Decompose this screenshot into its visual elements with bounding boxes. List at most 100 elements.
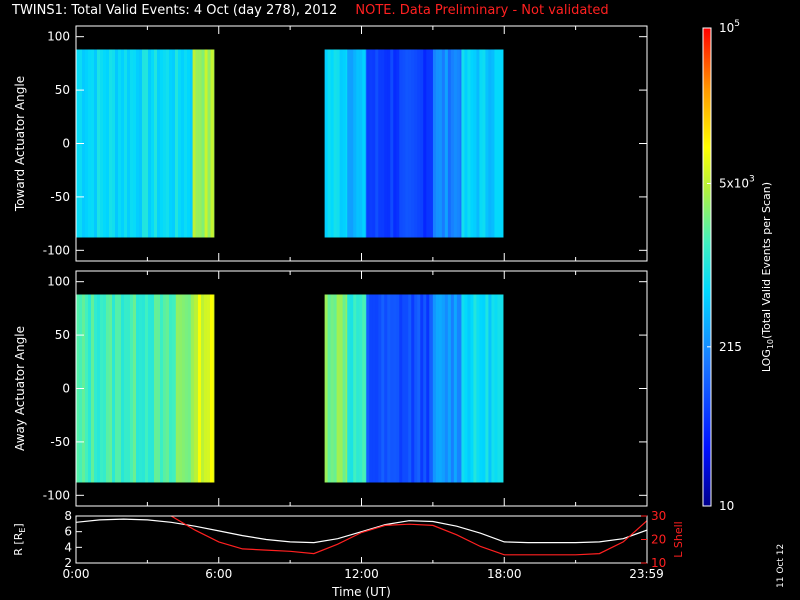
heatmap-cell-away: [408, 294, 412, 483]
heatmap-cell-toward: [91, 49, 95, 238]
colorbar-tick-base: 10: [719, 21, 734, 35]
heatmap-cell-away: [497, 294, 501, 483]
heatmap-cell-toward: [154, 49, 158, 238]
heatmap-cell-toward: [204, 49, 208, 238]
heatmap-cell-away: [393, 294, 397, 483]
heatmap-cell-away: [411, 294, 415, 483]
heatmap-cell-toward: [485, 49, 489, 238]
y-tick-label: -100: [43, 243, 70, 257]
colorbar-tick-base: 5x10: [719, 176, 749, 190]
heatmap-cell-toward: [88, 49, 92, 238]
heatmap-cell-toward: [500, 49, 504, 238]
heatmap-cell-toward: [375, 49, 379, 238]
heatmap-cell-away: [166, 294, 170, 483]
heatmap-cell-toward: [342, 49, 347, 238]
heatmap-cell-away: [366, 294, 370, 483]
colorbar-tick-label: 215: [719, 340, 742, 354]
heatmap-cell-away: [133, 294, 137, 483]
heatmap-cell-away: [375, 294, 379, 483]
heatmap-cell-away: [488, 294, 492, 483]
heatmap-cell-away: [197, 294, 202, 483]
heatmap-cell-toward: [432, 49, 437, 238]
heatmap-cell-away: [163, 294, 167, 483]
y-tick-label: 6: [64, 525, 72, 539]
heatmap-cell-away: [438, 294, 443, 483]
colorbar-tick-exp: 3: [749, 174, 755, 184]
x-tick-label: 18:00: [487, 567, 522, 581]
heatmap-cell-toward: [213, 49, 215, 238]
heatmap-cell-away: [327, 294, 332, 483]
heatmap-cell-away: [200, 294, 205, 483]
colorbar-tick-base: 215: [719, 340, 742, 354]
heatmap-cell-away: [369, 294, 373, 483]
heatmap-cell-away: [444, 294, 449, 483]
heatmap-cell-toward: [396, 49, 400, 238]
y-tick-label: 50: [55, 328, 70, 342]
left-axis-label: R [RE]: [12, 523, 27, 555]
heatmap-cell-toward: [210, 49, 214, 238]
heatmap-cell-toward: [324, 49, 329, 238]
heatmap-cell-toward: [172, 49, 176, 238]
lshell-series-line: [76, 516, 647, 556]
heatmap-cell-toward: [187, 49, 191, 238]
heatmap-cell-toward: [356, 49, 360, 238]
heatmap-cell-toward: [456, 49, 461, 238]
heatmap-cell-away: [151, 294, 155, 483]
heatmap-cell-away: [435, 294, 440, 483]
heatmap-cell-toward: [494, 49, 498, 238]
y-axis-label: Away Actuator Angle: [13, 326, 27, 451]
colorbar-label-end: (Total Valid Events per Scan): [760, 182, 773, 339]
heatmap-cell-away: [387, 294, 391, 483]
generation-date: 11 Oct 12: [776, 543, 786, 588]
heatmap-cell-away: [423, 294, 427, 483]
heatmap-cell-away: [203, 294, 208, 483]
heatmap-cell-away: [121, 294, 125, 483]
heatmap-cell-away: [384, 294, 388, 483]
heatmap-cell-away: [160, 294, 164, 483]
heatmap-cell-toward: [366, 49, 370, 238]
heatmap-cell-away: [142, 294, 146, 483]
heatmap-cell-toward: [106, 49, 110, 238]
heatmap-cell-away: [345, 294, 348, 483]
heatmap-cell-away: [479, 294, 483, 483]
x-tick-label: 23:59: [629, 567, 664, 581]
heatmap-cell-toward: [405, 49, 409, 238]
heatmap-cell-away: [353, 294, 357, 483]
heatmap-cell-toward: [103, 49, 107, 238]
heatmap-cell-toward: [339, 49, 344, 238]
heatmap-cell-toward: [178, 49, 182, 238]
heatmap-cell-away: [396, 294, 400, 483]
heatmap-cell-toward: [420, 49, 424, 238]
heatmap-cell-away: [476, 294, 480, 483]
heatmap-cell-away: [453, 294, 458, 483]
heatmap-cell-toward: [145, 49, 149, 238]
heatmap-cell-away: [432, 294, 437, 483]
heatmap-cell-away: [187, 294, 192, 483]
heatmap-cell-toward: [160, 49, 164, 238]
heatmap-cell-toward: [330, 49, 335, 238]
heatmap-cell-away: [339, 294, 344, 483]
heatmap-cell-away: [193, 294, 196, 483]
heatmap-cell-away: [414, 294, 418, 483]
colorbar-tick-exp: 5: [734, 19, 740, 29]
heatmap-cell-away: [100, 294, 104, 483]
y-tick-label: 0: [62, 382, 70, 396]
title-text: TWINS1: Total Valid Events: 4 Oct (day 2…: [12, 3, 338, 18]
heatmap-cell-away: [347, 294, 351, 483]
heatmap-cell-toward: [390, 49, 394, 238]
left-axis-label-main: R [R: [12, 532, 25, 555]
heatmap-cell-toward: [151, 49, 155, 238]
heatmap-cell-away: [342, 294, 347, 483]
heatmap-cell-toward: [453, 49, 458, 238]
heatmap-cell-toward: [426, 49, 430, 238]
heatmap-cell-away: [333, 294, 338, 483]
colorbar-label-main: LOG: [760, 349, 773, 372]
heatmap-cell-toward: [195, 49, 199, 238]
heatmap-cell-toward: [359, 49, 363, 238]
heatmap-cell-toward: [124, 49, 128, 238]
heatmap-cell-toward: [115, 49, 119, 238]
heatmap-cell-toward: [190, 49, 193, 238]
heatmap-cell-toward: [467, 49, 471, 238]
